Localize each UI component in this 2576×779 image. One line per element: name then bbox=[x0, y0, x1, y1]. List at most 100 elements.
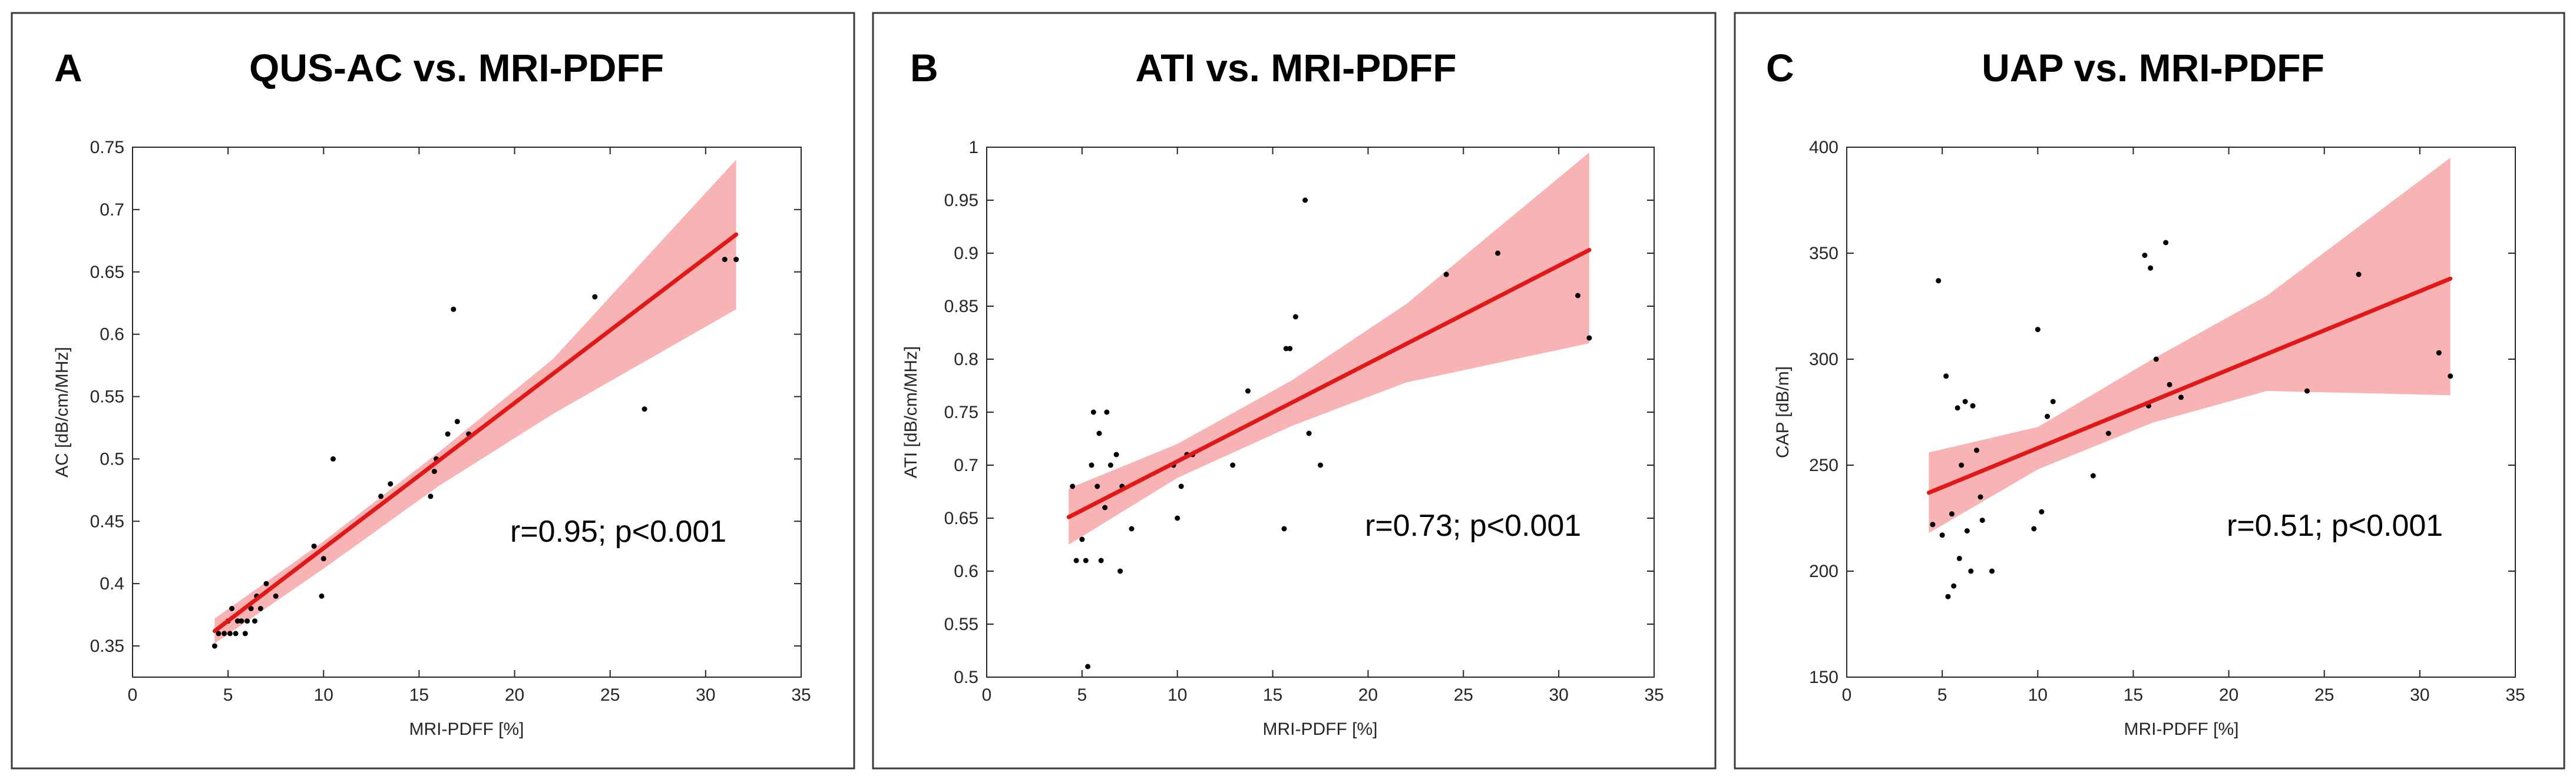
chart-b-point-32 bbox=[1495, 250, 1501, 256]
chart-a-point-11 bbox=[248, 606, 254, 611]
panel-c: C UAP vs. MRI-PDFF 0 5 10 15 20 25 30 35 150 200… bbox=[1734, 12, 2565, 770]
chart-a-point-19 bbox=[320, 556, 326, 562]
chart-a-x-ticks: 0 5 10 15 20 25 30 35 bbox=[128, 147, 811, 705]
chart-b-annotation: r=0.73; p<0.001 bbox=[1365, 509, 1581, 543]
chart-c-point-5 bbox=[1949, 511, 1955, 517]
chart-c-point-10 bbox=[1962, 399, 1968, 405]
chart-b-x-tick-label-3: 15 bbox=[1263, 685, 1282, 705]
chart-a-x-tick-label-2: 10 bbox=[314, 685, 333, 705]
chart-a-point-7 bbox=[234, 618, 240, 624]
chart-c-point-31 bbox=[2178, 395, 2184, 400]
chart-c-point-16 bbox=[1979, 518, 1985, 523]
panel-c-letter: C bbox=[1766, 46, 1794, 89]
chart-c-point-23 bbox=[2090, 473, 2096, 479]
chart-c-annotation: r=0.51; p<0.001 bbox=[2227, 509, 2443, 543]
chart-c-x-ticks: 0 5 10 15 20 25 30 35 bbox=[1842, 147, 2525, 705]
chart-a-x-tick-label-0: 0 bbox=[128, 685, 138, 705]
chart-b-y-label: ATI [dB/cm/MHz] bbox=[901, 346, 921, 478]
chart-b-point-29 bbox=[1306, 430, 1312, 436]
panel-b-title: ATI vs. MRI-PDFF bbox=[1135, 46, 1456, 89]
chart-c-point-2 bbox=[1939, 532, 1945, 538]
chart-c-y-tick-label-5: 400 bbox=[1809, 138, 1838, 157]
chart-c-x-tick-label-2: 10 bbox=[2028, 685, 2048, 705]
chart-b-x-ticks: 0 5 10 15 20 25 30 35 bbox=[982, 147, 1664, 705]
chart-b-point-22 bbox=[1230, 462, 1236, 468]
chart-a-y-label: AC [dB/cm/MHz] bbox=[52, 347, 72, 478]
chart-b-point-26 bbox=[1287, 346, 1293, 352]
chart-a-x-tick-label-6: 30 bbox=[696, 685, 715, 705]
chart-c-point-4 bbox=[1945, 594, 1951, 599]
chart-c-point-28 bbox=[2153, 356, 2159, 362]
chart-b-x-tick-label-1: 5 bbox=[1077, 685, 1087, 705]
chart-c-point-6 bbox=[1951, 583, 1957, 589]
chart-c-point-14 bbox=[1974, 447, 1979, 453]
chart-b-point-30 bbox=[1318, 462, 1323, 468]
chart-b-point-31 bbox=[1443, 271, 1449, 277]
chart-a-x-tick-label-4: 20 bbox=[505, 685, 524, 705]
chart-b-point-19 bbox=[1178, 483, 1184, 489]
chart-b-y-tick-label-2: 0.6 bbox=[954, 562, 978, 581]
chart-a-point-18 bbox=[319, 593, 325, 599]
chart-c-points bbox=[1930, 240, 2453, 599]
chart-b-point-33 bbox=[1575, 293, 1580, 299]
chart-a-x-tick-label-1: 5 bbox=[223, 685, 233, 705]
chart-b-y-tick-label-8: 0.9 bbox=[954, 244, 978, 263]
chart-a-annotation: r=0.95; p<0.001 bbox=[510, 515, 726, 549]
chart-a-point-10 bbox=[244, 618, 250, 624]
chart-c-point-18 bbox=[2031, 526, 2037, 532]
chart-c-x-tick-label-5: 25 bbox=[2314, 685, 2334, 705]
chart-c-point-20 bbox=[2039, 509, 2045, 515]
chart-b-fit-layer bbox=[1066, 248, 1592, 519]
chart-a-point-15 bbox=[263, 581, 269, 586]
chart-c-point-25 bbox=[2142, 253, 2148, 258]
chart-a-regression-line bbox=[212, 232, 739, 634]
chart-a-y-tick-label-5: 0.6 bbox=[100, 325, 124, 344]
chart-b-x-tick-label-7: 35 bbox=[1644, 685, 1664, 705]
chart-b-y-tick-label-6: 0.8 bbox=[954, 350, 978, 369]
chart-b-y-tick-label-7: 0.85 bbox=[944, 297, 978, 316]
chart-a-point-1 bbox=[216, 631, 221, 637]
chart-c-x-tick-label-1: 5 bbox=[1937, 685, 1947, 705]
chart-b-point-34 bbox=[1586, 335, 1592, 341]
chart-a-point-20 bbox=[330, 456, 336, 462]
chart-a-ci-layer bbox=[214, 160, 736, 644]
chart-a-point-2 bbox=[221, 631, 227, 637]
chart-a-point-17 bbox=[311, 543, 317, 549]
chart-b-y-tick-label-9: 0.95 bbox=[944, 191, 978, 210]
chart-b-point-27 bbox=[1292, 314, 1298, 320]
chart-a-point-14 bbox=[257, 606, 263, 611]
chart-a-y-tick-label-8: 0.75 bbox=[90, 138, 124, 157]
chart-b-point-23 bbox=[1245, 388, 1251, 394]
chart-a-point-0 bbox=[211, 643, 217, 649]
chart-c-point-11 bbox=[1964, 528, 1970, 534]
chart-a-point-6 bbox=[233, 631, 239, 637]
chart-a-point-16 bbox=[273, 593, 279, 599]
panel-b-letter: B bbox=[910, 46, 938, 89]
chart-a-point-27 bbox=[451, 306, 457, 312]
chart-a-x-label: MRI-PDFF [%] bbox=[409, 720, 524, 739]
chart-b-y-tick-label-0: 0.5 bbox=[954, 668, 978, 687]
chart-a-point-30 bbox=[592, 294, 598, 300]
chart-a-point-4 bbox=[227, 631, 233, 637]
chart-c-point-9 bbox=[1959, 462, 1965, 468]
chart-a-y-tick-label-4: 0.55 bbox=[90, 387, 124, 407]
chart-c-x-label: MRI-PDFF [%] bbox=[2124, 720, 2239, 739]
chart-a-y-tick-label-3: 0.5 bbox=[100, 449, 124, 469]
chart-b-point-28 bbox=[1302, 197, 1308, 203]
chart-b-x-tick-label-5: 25 bbox=[1454, 685, 1473, 705]
chart-a-point-8 bbox=[239, 618, 244, 624]
chart-b-point-18 bbox=[1175, 515, 1180, 521]
chart-b-regression-line bbox=[1066, 248, 1592, 519]
chart-a-y-tick-label-1: 0.4 bbox=[100, 574, 124, 594]
chart-c-point-12 bbox=[1968, 568, 1974, 574]
chart-a-confidence-band bbox=[214, 160, 736, 644]
chart-c-x-tick-label-4: 20 bbox=[2219, 685, 2238, 705]
chart-a-y-tick-label-0: 0.35 bbox=[90, 637, 124, 656]
chart-b-point-5 bbox=[1089, 462, 1094, 468]
chart-b-y-ticks: 0.5 0.55 0.6 0.65 0.7 0.75 0.8 0.85 0.9 0.95 1 bbox=[944, 138, 1654, 687]
chart-c-point-27 bbox=[2148, 265, 2154, 271]
chart-c-point-34 bbox=[2436, 350, 2442, 356]
chart-a-fit-layer bbox=[212, 232, 739, 634]
chart-a-y-tick-label-6: 0.65 bbox=[90, 263, 124, 282]
